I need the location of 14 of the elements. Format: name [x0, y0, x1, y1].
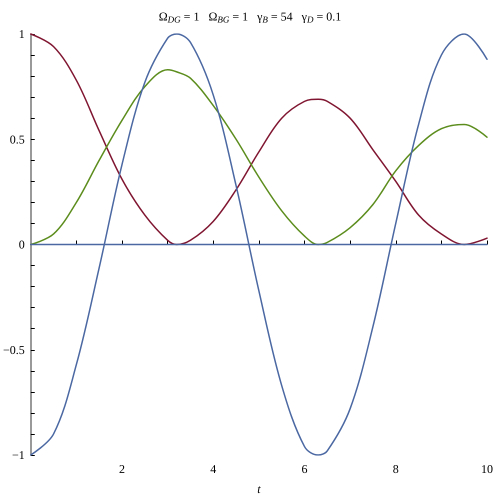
x-axis-title: t	[257, 482, 262, 496]
x-tick-label: 6	[302, 462, 308, 476]
x-tick-label: 10	[481, 462, 493, 476]
y-tick-label: 0	[18, 238, 25, 252]
line-series	[30, 33, 488, 246]
line-series	[30, 69, 488, 246]
x-tick-label: 8	[392, 462, 399, 476]
x-tick-label: 2	[119, 462, 126, 476]
line-series	[30, 33, 488, 456]
x-tick-label: 4	[210, 462, 216, 476]
y-tick-label: −0.5	[2, 342, 25, 357]
y-tick-label: −1	[12, 448, 25, 462]
y-tick-label: 1	[18, 27, 25, 41]
y-tick-label: 0.5	[10, 132, 25, 146]
